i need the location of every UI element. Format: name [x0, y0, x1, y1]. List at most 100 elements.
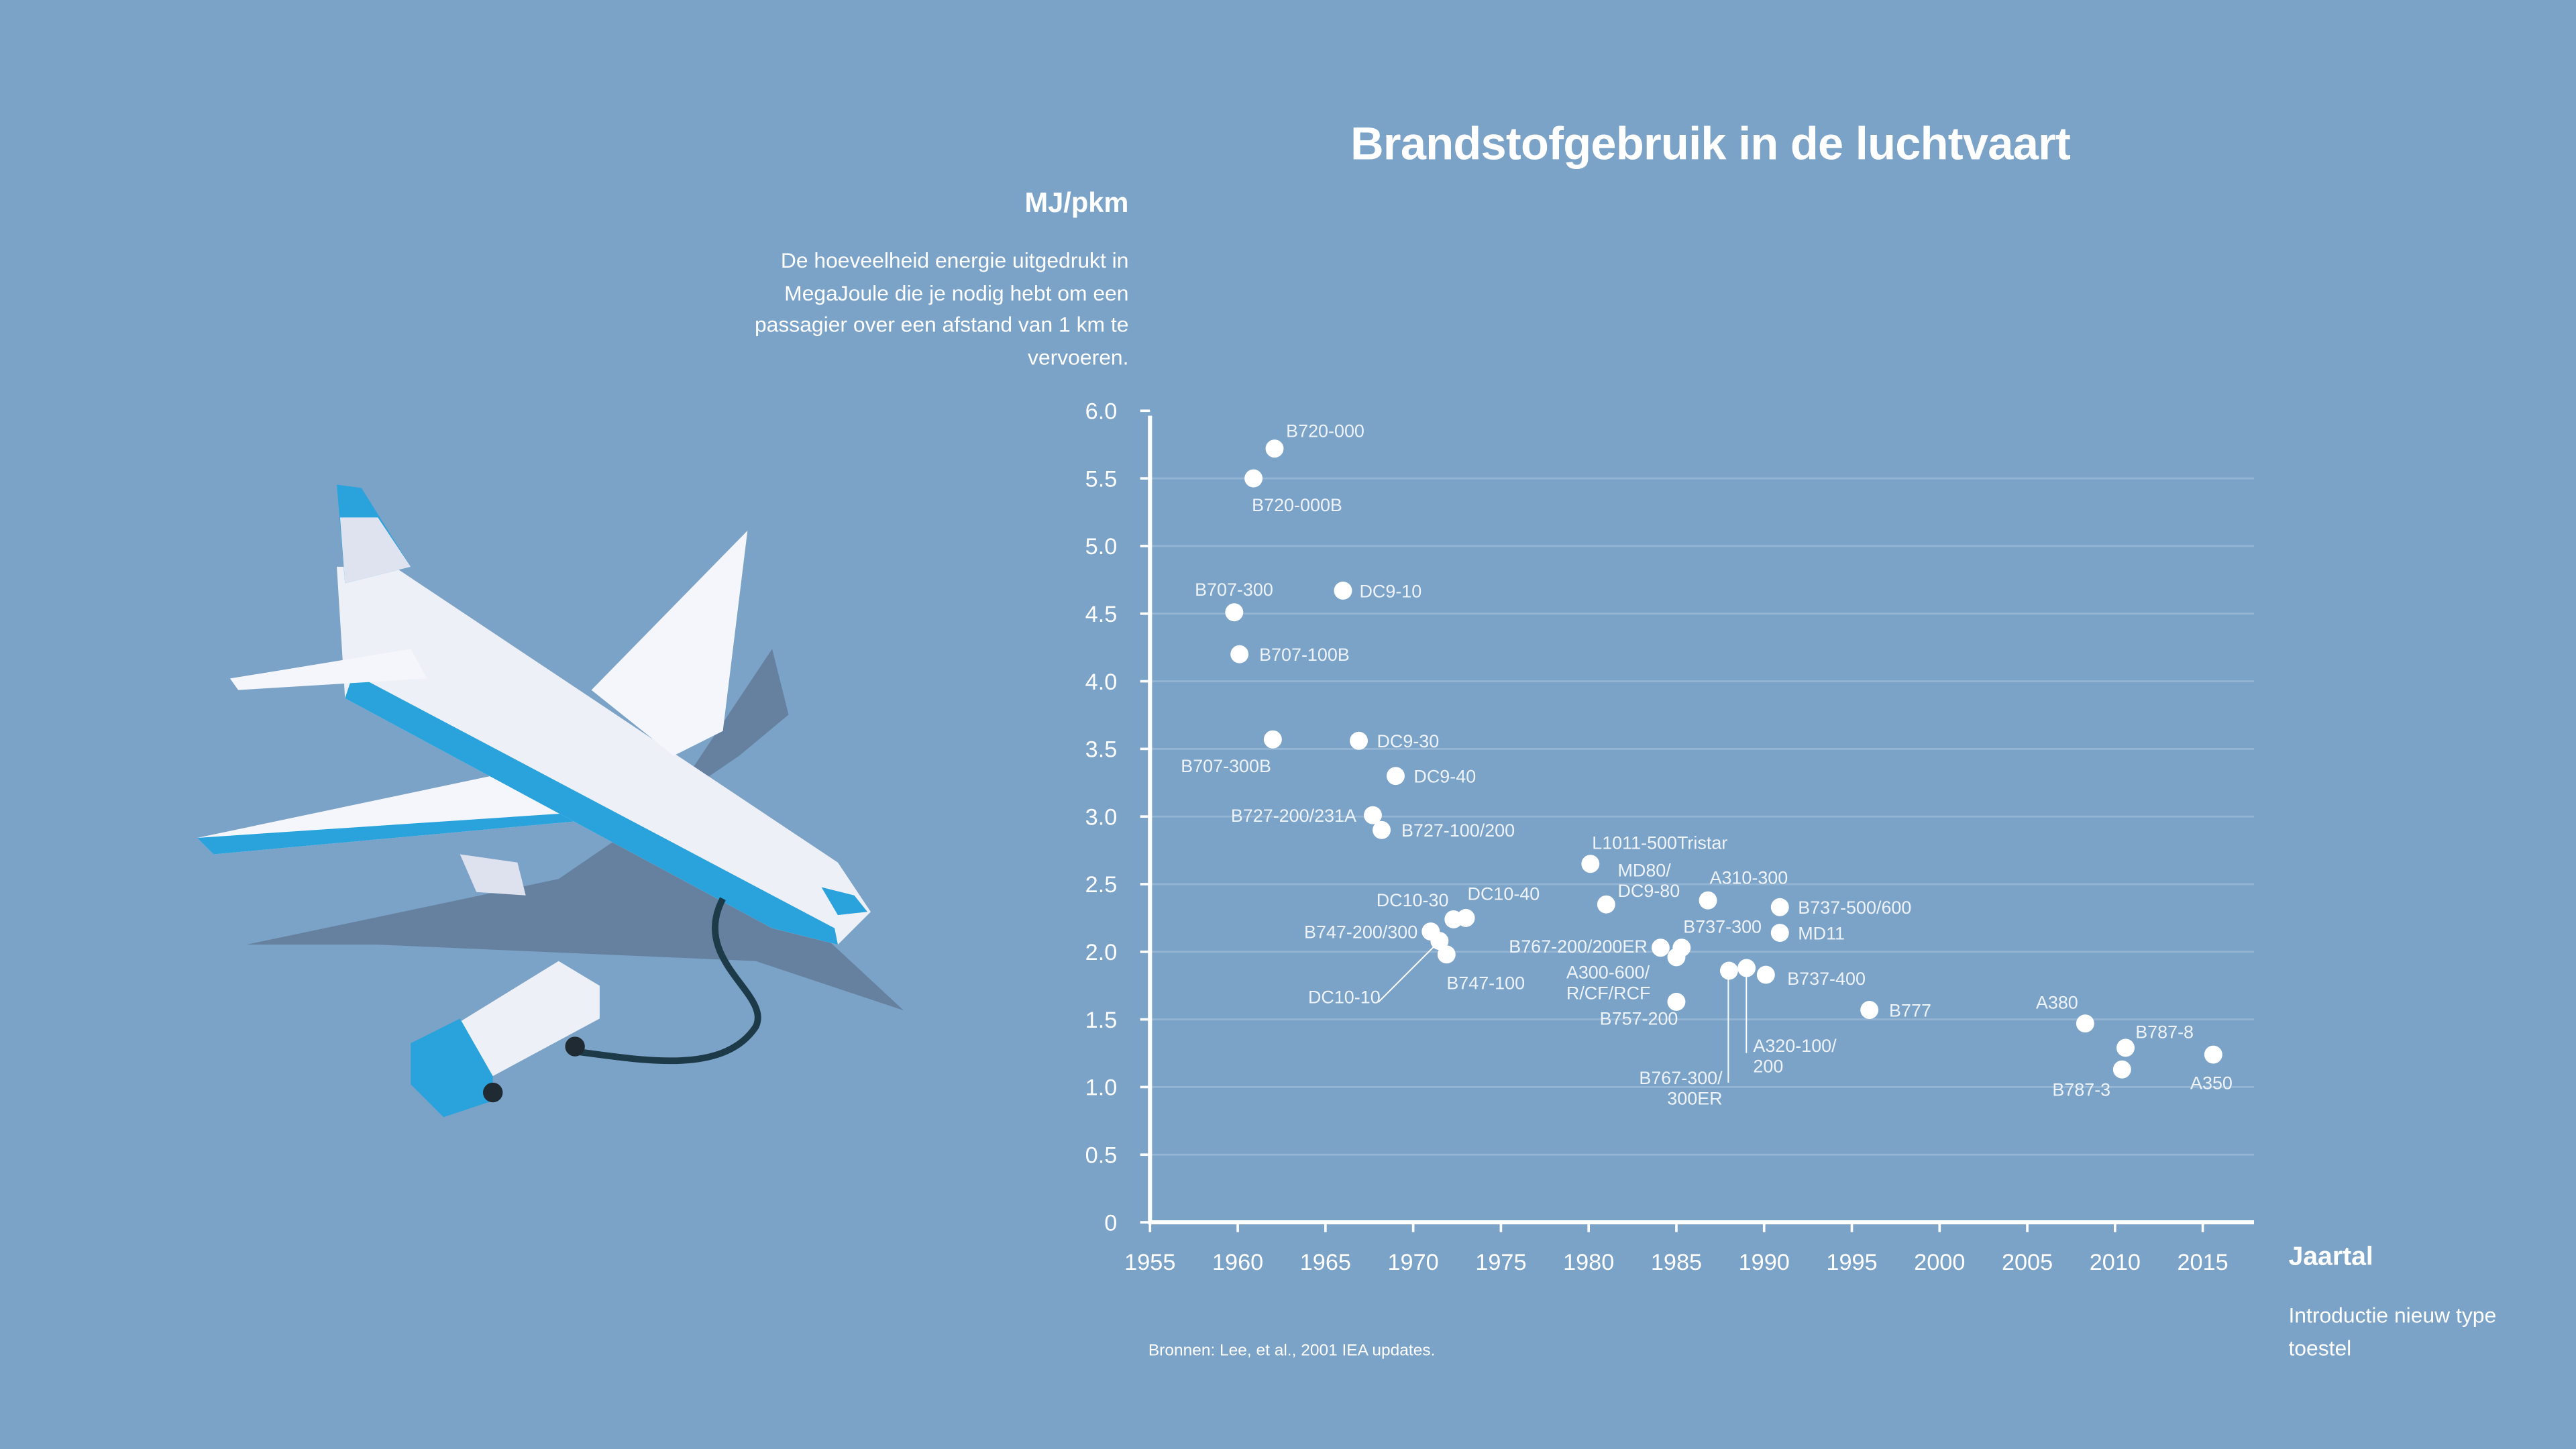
data-point-label: B787-8	[2135, 1022, 2194, 1042]
data-point-label: DC10-30	[1377, 890, 1449, 910]
data-point-label-line: DC9-10	[1359, 581, 1421, 601]
data-point-label: B737-500/600	[1798, 898, 1911, 918]
data-point-label: B747-100	[1446, 973, 1525, 993]
data-point-label: B707-300B	[1181, 756, 1271, 776]
data-point-label-line: B777	[1889, 1000, 1931, 1020]
y-tick-label: 0.5	[1085, 1142, 1118, 1168]
data-point-label: DC9-40	[1413, 766, 1476, 786]
data-point-label: B787-3	[2052, 1079, 2110, 1099]
x-axis-unit: Jaartal	[2288, 1243, 2373, 1272]
data-point-label: B720-000B	[1252, 495, 1342, 515]
y-axis-unit: MJ/pkm	[1024, 187, 1129, 219]
data-point-label: DC9-10	[1359, 581, 1421, 601]
data-point	[1225, 603, 1244, 622]
fuel-truck-cab	[411, 1018, 493, 1118]
data-point-label-line: MD11	[1798, 923, 1845, 943]
y-tick-label: 2.5	[1085, 872, 1118, 898]
data-point-label-line: B727-200/231A	[1231, 806, 1356, 826]
data-point	[1667, 992, 1686, 1011]
data-point	[2112, 1060, 2131, 1079]
leader-line	[1378, 941, 1440, 1003]
data-point-label-line: B707-300	[1195, 580, 1273, 600]
chart-title: Brandstofgebruik in de luchtvaart	[1350, 118, 2071, 170]
stabilizer	[229, 649, 427, 690]
data-point	[1334, 581, 1352, 600]
data-point	[1719, 961, 1738, 980]
data-point-label-line: B737-500/600	[1798, 898, 1911, 918]
y-tick-label: 4.5	[1085, 602, 1118, 627]
data-point	[1737, 959, 1756, 977]
data-point	[1387, 767, 1405, 786]
data-point-label-line: L1011-500Tristar	[1592, 833, 1727, 853]
data-point-label: DC10-10	[1308, 987, 1381, 1008]
data-point	[1263, 730, 1282, 749]
data-point-label: A300-600/R/CF/RCF	[1566, 963, 1651, 1004]
x-tick-label: 1975	[1475, 1250, 1526, 1275]
data-point-label: B707-300	[1195, 580, 1273, 600]
data-point-label: B747-200/300	[1304, 922, 1417, 942]
data-point-label-line: DC9-30	[1377, 731, 1439, 751]
data-point	[1430, 932, 1449, 951]
y-tick-label: 4.0	[1085, 669, 1118, 695]
data-point-label-line: R/CF/RCF	[1566, 983, 1651, 1003]
data-point	[1350, 731, 1368, 750]
data-point	[1244, 469, 1263, 488]
truck-wheel	[565, 1036, 585, 1057]
x-tick-label: 1960	[1212, 1250, 1263, 1275]
x-tick-label: 1985	[1651, 1250, 1702, 1275]
data-point-label-line: B720-000B	[1252, 495, 1342, 515]
data-point-label-line: MD80/	[1617, 861, 1671, 881]
y-tick-label: 2.0	[1085, 940, 1118, 965]
x-tick-label: 1990	[1739, 1250, 1790, 1275]
data-point-label: A310-300	[1709, 868, 1788, 888]
data-point-label: A380	[2036, 993, 2078, 1013]
data-point-label: B737-400	[1787, 969, 1866, 989]
data-point-label-line: A380	[2036, 993, 2078, 1013]
data-point-label-line: B747-100	[1446, 973, 1525, 993]
data-point-label: B757-200	[1600, 1009, 1678, 1029]
data-point-label-line: B737-300	[1683, 917, 1762, 937]
x-axis-description: Introductie nieuw type toestel	[2288, 1303, 2497, 1360]
data-point-label: B727-200/231A	[1231, 806, 1356, 826]
data-point-label-line: B767-200/200ER	[1509, 936, 1648, 957]
data-point-label: B777	[1889, 1000, 1931, 1020]
y-axis-description: De hoeveelheid energie uitgedrukt in Meg…	[754, 248, 1129, 369]
right-wing	[591, 531, 748, 756]
data-point-label-line: DC10-30	[1377, 890, 1449, 910]
data-point	[1667, 948, 1686, 967]
data-point	[1456, 908, 1475, 927]
x-tick-label: 1980	[1563, 1250, 1614, 1275]
y-tick-label: 1.0	[1085, 1075, 1118, 1101]
x-tick-label: 2010	[2090, 1250, 2141, 1275]
data-point-label-line: A320-100/	[1753, 1036, 1837, 1056]
data-point-label: DC9-30	[1377, 731, 1439, 751]
data-point-label: A320-100/200	[1753, 1036, 1837, 1077]
data-point	[1770, 898, 1789, 916]
data-point-label-line: B787-8	[2135, 1022, 2194, 1042]
plane-shadow	[246, 649, 904, 1011]
data-point-label-line: B707-300B	[1181, 756, 1271, 776]
y-tick-label: 6.0	[1085, 399, 1118, 425]
y-tick-label: 1.5	[1085, 1008, 1118, 1033]
data-point	[1364, 806, 1382, 824]
x-tick-label: 1955	[1124, 1250, 1175, 1275]
x-tick-label: 2015	[2178, 1250, 2229, 1275]
data-point	[1437, 945, 1456, 964]
y-tick-label: 0	[1104, 1210, 1117, 1236]
y-tick-label: 5.0	[1085, 534, 1118, 559]
data-point-label: B727-100/200	[1401, 820, 1515, 841]
data-point-label: B720-000	[1286, 421, 1364, 441]
data-point-label-line: A300-600/	[1566, 963, 1650, 983]
data-point-label-line: B707-100B	[1259, 645, 1350, 665]
data-point	[1756, 965, 1775, 984]
fuel-hose	[574, 897, 761, 1065]
fuselage	[337, 566, 871, 945]
data-point-label: B767-300/300ER	[1639, 1068, 1723, 1109]
data-point	[1770, 924, 1789, 943]
x-tick-label: 1995	[1826, 1250, 1877, 1275]
data-point-label-line: B787-3	[2052, 1079, 2110, 1099]
data-point-label: DC10-40	[1468, 883, 1540, 904]
x-tick-label: 1970	[1388, 1250, 1439, 1275]
data-point-label-line: 300ER	[1667, 1089, 1722, 1109]
